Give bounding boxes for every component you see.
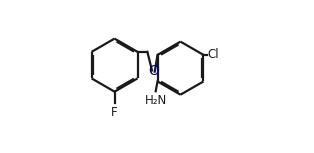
Text: F: F <box>111 106 118 119</box>
Text: Cl: Cl <box>208 48 219 61</box>
Text: O: O <box>148 64 159 78</box>
Text: H₂N: H₂N <box>144 94 167 107</box>
